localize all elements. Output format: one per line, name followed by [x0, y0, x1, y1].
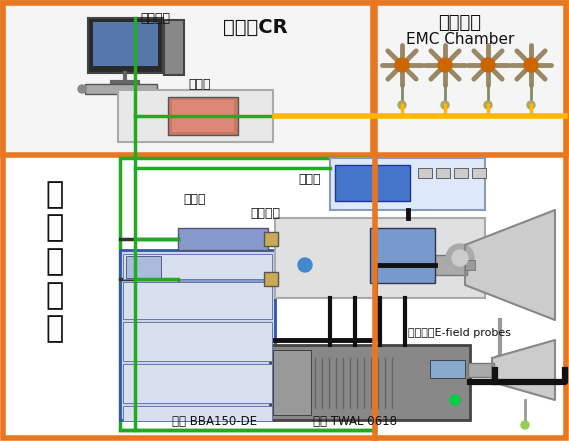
Text: 功放 TWAL 0618: 功放 TWAL 0618: [313, 415, 397, 428]
Bar: [168, 97, 238, 135]
Circle shape: [521, 421, 529, 429]
Bar: [273, 350, 311, 415]
Circle shape: [446, 244, 474, 272]
Bar: [123, 406, 272, 421]
Text: 电波暗室: 电波暗室: [439, 14, 481, 32]
Text: 场强探头E-field probes: 场强探头E-field probes: [409, 328, 512, 338]
Circle shape: [452, 250, 468, 266]
Text: 功率计: 功率计: [184, 193, 206, 206]
Bar: [123, 282, 272, 319]
Circle shape: [398, 101, 406, 109]
Bar: [172, 100, 234, 132]
Bar: [330, 158, 485, 210]
Bar: [275, 218, 485, 298]
Bar: [465, 260, 475, 270]
Text: 控制平台: 控制平台: [140, 12, 170, 25]
Bar: [335, 165, 410, 201]
Text: EMC Chamber: EMC Chamber: [406, 32, 514, 47]
Text: 场强表: 场强表: [189, 78, 211, 91]
Bar: [178, 268, 268, 290]
Circle shape: [450, 395, 460, 405]
Polygon shape: [492, 340, 555, 400]
Circle shape: [524, 58, 538, 72]
Bar: [418, 168, 432, 178]
Text: 移
动
式
机
架: 移 动 式 机 架: [46, 180, 64, 344]
Bar: [435, 255, 467, 275]
Circle shape: [395, 58, 409, 72]
Bar: [120, 250, 275, 420]
Bar: [164, 20, 184, 75]
Text: 控制室CR: 控制室CR: [222, 18, 287, 37]
Bar: [123, 322, 272, 361]
Bar: [264, 272, 278, 286]
Circle shape: [78, 85, 86, 93]
Circle shape: [527, 101, 535, 109]
Circle shape: [495, 355, 505, 365]
Bar: [120, 158, 375, 430]
Bar: [126, 256, 161, 278]
Bar: [270, 345, 470, 420]
Polygon shape: [465, 210, 555, 320]
Bar: [85, 84, 157, 94]
Bar: [436, 168, 450, 178]
Text: 功放 BBA150-DE: 功放 BBA150-DE: [172, 415, 258, 428]
Text: 信号源: 信号源: [299, 173, 321, 186]
Bar: [375, 3, 566, 155]
Bar: [264, 232, 278, 246]
Bar: [430, 360, 465, 378]
Bar: [468, 363, 494, 377]
Bar: [123, 254, 272, 279]
Bar: [3, 3, 373, 155]
Bar: [93, 22, 158, 66]
Bar: [178, 228, 268, 250]
Circle shape: [438, 58, 452, 72]
Text: 射频开关: 射频开关: [250, 207, 280, 220]
Bar: [472, 168, 486, 178]
Bar: [118, 90, 273, 142]
Bar: [88, 18, 163, 73]
Circle shape: [481, 58, 495, 72]
Bar: [123, 364, 272, 403]
Circle shape: [298, 258, 312, 272]
Circle shape: [441, 101, 449, 109]
Bar: [454, 168, 468, 178]
Circle shape: [484, 101, 492, 109]
Bar: [370, 228, 435, 283]
